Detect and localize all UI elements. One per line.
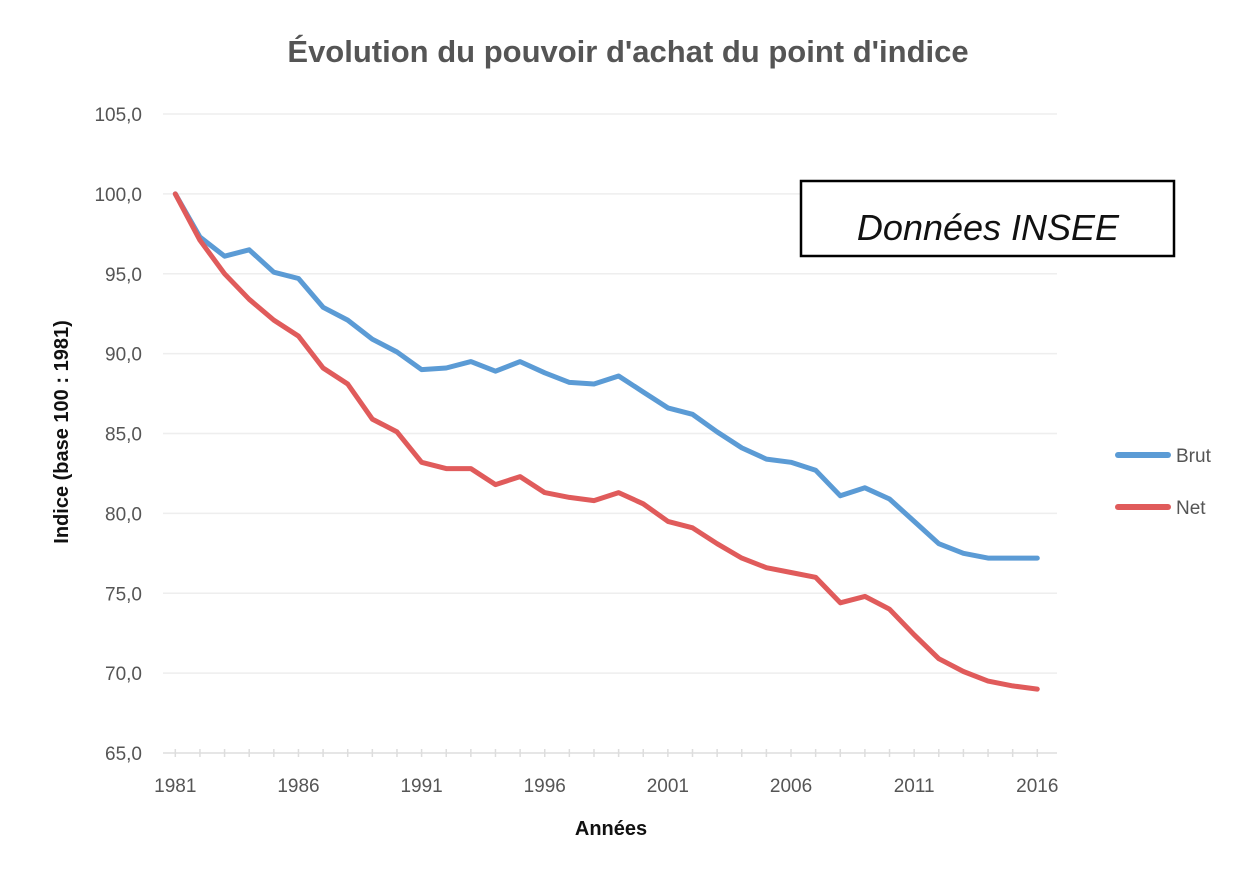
y-tick-label: 70,0 <box>105 664 142 685</box>
y-tick-label: 95,0 <box>105 265 142 286</box>
annotation-box: Données INSEE <box>799 179 1176 258</box>
series-lines <box>172 191 1040 692</box>
legend-label-brut: Brut <box>1176 446 1212 467</box>
x-tick-label: 2016 <box>1016 776 1058 797</box>
y-tick-label: 80,0 <box>105 504 142 525</box>
y-tick-label: 85,0 <box>105 425 142 446</box>
y-tick-label: 65,0 <box>105 744 142 765</box>
annotation-text: Données INSEE <box>857 207 1120 248</box>
x-tick-label: 2001 <box>647 776 689 797</box>
x-tick-label: 2006 <box>770 776 812 797</box>
y-tick-label: 90,0 <box>105 345 142 366</box>
legend: Brut Net <box>1115 446 1212 519</box>
x-axis-title: Années <box>575 818 647 840</box>
y-tick-label: 75,0 <box>105 584 142 605</box>
x-axis: 1981 1986 1991 1996 2001 2006 2011 2016 <box>154 749 1058 797</box>
x-tick-label: 2011 <box>894 776 935 797</box>
x-tick-label: 1991 <box>400 776 442 797</box>
legend-label-net: Net <box>1176 498 1206 519</box>
series-line-brut <box>172 191 1040 561</box>
y-axis-title: Indice (base 100 : 1981) <box>51 320 73 543</box>
chart-title: Évolution du pouvoir d'achat du point d'… <box>287 34 968 69</box>
y-axis: 65,0 70,0 75,0 80,0 85,0 90,0 95,0 100,0 105,0 <box>94 105 142 765</box>
x-tick-label: 1986 <box>277 776 319 797</box>
x-tick-label: 1981 <box>154 776 196 797</box>
series-line-net <box>172 191 1040 692</box>
y-tick-label: 105,0 <box>94 105 142 126</box>
y-tick-label: 100,0 <box>94 185 142 206</box>
x-tick-label: 1996 <box>524 776 566 797</box>
